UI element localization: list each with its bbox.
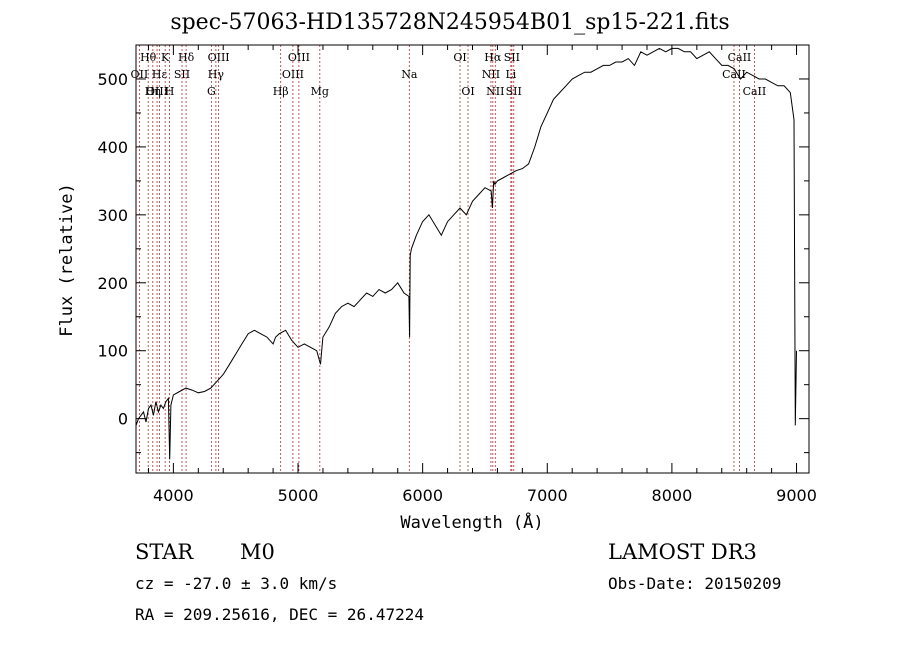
spectral-line-label: G [207,85,216,98]
y-tick-label: 300 [97,206,128,225]
coordinates: RA = 209.25616, DEC = 26.47224 [135,605,424,624]
spectral-line-label: Na [401,68,418,81]
x-axis-label: Wavelength (Å) [400,511,543,533]
spectral-line-label: NII [486,85,504,98]
spectral-line-label: Hβ [273,85,289,98]
spectral-line-label: CaII [722,68,746,81]
y-axis-ticks: 0 100 200 300 400 500 [97,44,809,454]
line-markers [138,45,755,473]
spectral-line-label: Hε [152,68,168,81]
y-tick-label: 400 [97,138,128,157]
x-tick-label: 9000 [776,486,817,505]
y-tick-label: 100 [97,342,128,361]
spectral-line-label: SII [506,85,522,98]
x-axis-ticks: 4000 5000 6000 7000 8000 9000 [147,45,817,505]
spectral-line-label: K [161,51,170,64]
spectral-line-label: Hθ [140,51,157,64]
plot-frame [135,44,810,474]
y-tick-label: 0 [118,410,128,429]
spectral-line-label: OIII [282,68,304,81]
spectral-line-label: CaII [743,85,767,98]
object-class: STAR [135,540,194,564]
y-tick-label: 200 [97,274,128,293]
spectral-line-label: Li [505,68,516,81]
spectral-line-label: SII [504,51,520,64]
line-labels: Hθ OII OIII K Hε Hη H Hδ SII OIII Hγ G Hβ OIII OIII Mg N… [131,51,767,98]
spectral-line-label: OII [131,68,149,81]
spectral-line-label: NII [482,68,500,81]
spectral-line-label: Hη [145,85,161,98]
obs-date: Obs-Date: 20150209 [608,574,782,593]
x-tick-label: 7000 [527,486,568,505]
spectral-line-label: Hδ [178,51,195,64]
spectral-line-label: CaII [728,51,752,64]
spectral-line-label: OI [461,85,474,98]
spectral-line-label: Hα [484,51,502,64]
survey-name: LAMOST DR3 [608,540,757,564]
spectral-line-label: H [165,85,175,98]
y-axis-label: Flux (relative) [57,183,77,337]
spectral-line-label: OIII [288,51,310,64]
y-tick-label: 500 [97,70,128,89]
x-tick-label: 6000 [402,486,443,505]
redshift-velocity: cz = -27.0 ± 3.0 km/s [135,574,338,593]
x-tick-label: 8000 [652,486,693,505]
x-tick-label: 5000 [278,486,319,505]
spectral-line-label: OIII [208,51,230,64]
chart-title: spec-57063-HD135728N245954B01_sp15-221.f… [170,10,730,35]
object-subclass: M0 [240,540,275,564]
spectrum-series [135,47,797,460]
spectral-line-label: SII [174,68,190,81]
x-tick-label: 4000 [153,486,194,505]
spectral-line-label: Hγ [208,68,225,81]
spectral-line-label: OIII [146,85,168,98]
spectral-line-label: OI [453,51,466,64]
spectral-line-label: Mg [311,85,329,98]
